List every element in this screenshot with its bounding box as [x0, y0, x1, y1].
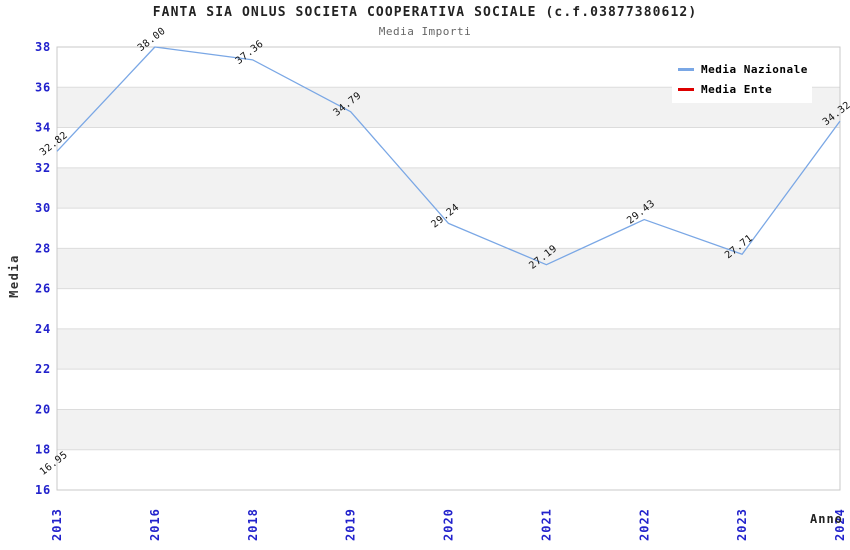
background-band: [57, 248, 840, 289]
background-band: [57, 127, 840, 168]
x-tick-label: 2022: [637, 508, 651, 541]
legend-item-ente: Media Ente: [678, 83, 812, 96]
y-axis-title: Media: [7, 254, 21, 298]
y-tick-label: 34: [35, 121, 51, 135]
x-tick-label: 2013: [50, 508, 64, 541]
plot-border: [56, 46, 841, 491]
y-tick-label: 30: [35, 201, 51, 215]
x-tick-label: 2018: [246, 508, 260, 541]
legend-swatch-nazionale-icon: [678, 67, 694, 71]
x-tick-label: 2019: [344, 508, 358, 541]
legend-item-nazionale: Media Nazionale: [678, 63, 812, 76]
series-line: [56, 46, 841, 266]
background-band: [57, 369, 840, 410]
x-tick-label: 2021: [539, 508, 553, 541]
y-tick-label: 16: [35, 483, 51, 497]
background-band: [57, 449, 840, 490]
background-band: [57, 409, 840, 450]
chart-title: FANTA SIA ONLUS SOCIETA COOPERATIVA SOCI…: [152, 5, 698, 20]
y-tick-label: 36: [35, 80, 51, 94]
x-tick-label: 2020: [442, 508, 456, 541]
x-tick-label: 2023: [735, 508, 749, 541]
legend-swatch-ente-icon: [678, 87, 694, 91]
legend-label-nazionale: Media Nazionale: [701, 62, 808, 76]
y-tick-label: 28: [35, 241, 51, 255]
legend-box: Media Nazionale Media Ente: [672, 55, 812, 103]
background-band: [57, 328, 840, 370]
y-tick-label: 32: [35, 161, 51, 175]
background-band: [57, 208, 840, 249]
y-tick-label: 18: [35, 443, 51, 457]
y-tick-label: 38: [35, 40, 51, 54]
x-tick-label: 2024: [833, 508, 847, 541]
y-tick-label: 22: [35, 362, 51, 376]
background-band: [57, 288, 840, 329]
y-tick-label: 20: [35, 402, 51, 416]
background-band: [57, 167, 840, 209]
y-tick-label: 24: [35, 322, 51, 336]
x-tick-label: 2016: [148, 508, 162, 541]
legend-label-ente: Media Ente: [701, 82, 773, 96]
y-tick-label: 26: [35, 282, 51, 296]
x-axis-title: Anno: [810, 512, 843, 526]
chart-subtitle: Media Importi: [378, 25, 472, 38]
